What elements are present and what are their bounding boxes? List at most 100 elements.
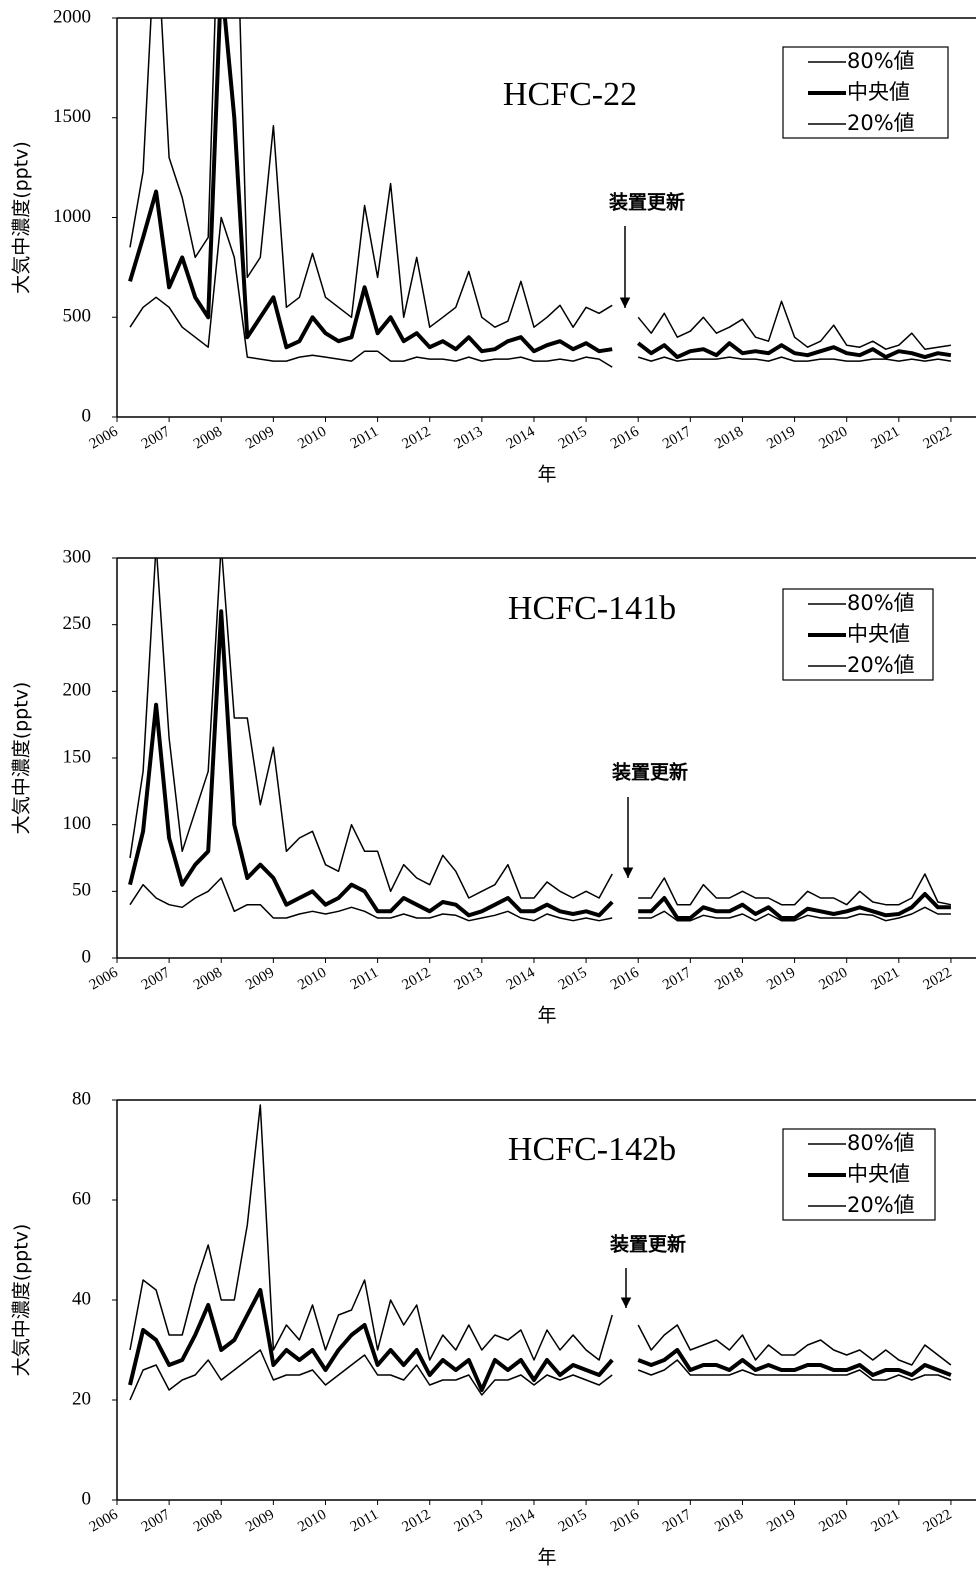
y-tick-label: 1500 [53, 106, 91, 127]
x-tick-label: 2013 [452, 424, 486, 453]
chart-title: HCFC-22 [503, 76, 637, 113]
y-tick-label: 80 [72, 1088, 91, 1109]
x-tick-label: 2006 [87, 964, 121, 993]
legend-label: 20%値 [847, 653, 915, 677]
legend-label: 中央値 [847, 622, 910, 646]
x-tick-label: 2020 [816, 965, 850, 994]
series-line [128, 609, 951, 920]
x-tick-label: 2021 [869, 424, 903, 453]
series-line [129, 1349, 952, 1401]
x-tick-label: 2008 [191, 1507, 225, 1536]
y-tick-label: 40 [72, 1288, 91, 1309]
x-tick-label: 2022 [921, 1507, 955, 1536]
x-tick-label: 2012 [399, 1507, 433, 1536]
y-axis-label: 大気中濃度(pptv) [11, 1224, 33, 1377]
y-axis-label: 大気中濃度(pptv) [11, 682, 33, 835]
x-tick-label: 2013 [452, 1507, 486, 1536]
x-tick-label: 2010 [295, 965, 329, 994]
y-tick-label: 1000 [53, 206, 91, 227]
x-tick-label: 2022 [921, 965, 955, 994]
x-tick-label: 2007 [139, 1506, 173, 1535]
chart-title: HCFC-141b [508, 590, 676, 627]
x-tick-label: 2018 [712, 424, 746, 453]
y-tick-label: 0 [82, 946, 92, 967]
series-line [129, 18, 952, 350]
legend-label: 中央値 [847, 80, 910, 104]
x-tick-label: 2011 [348, 424, 382, 453]
x-tick-label: 2011 [348, 965, 382, 994]
x-tick-label: 2008 [191, 965, 225, 994]
legend-label: 20%値 [847, 1193, 915, 1217]
plot [128, 1104, 952, 1401]
legend-label: 20%値 [847, 111, 915, 135]
x-tick-label: 2019 [764, 1507, 798, 1536]
chart: 0 500 1000 1500 2000 2006 2007 2008 2009 2010 2011… [11, 6, 976, 486]
y-tick-label: 100 [63, 813, 92, 834]
x-tick-label: 2009 [243, 965, 277, 994]
x-tick-label: 2020 [816, 1507, 850, 1536]
x-tick-label: 2009 [243, 424, 277, 453]
x-tick-label: 2014 [504, 964, 538, 993]
x-tick-label: 2014 [504, 1506, 538, 1535]
series-line [129, 216, 952, 368]
x-tick-label: 2013 [452, 965, 486, 994]
x-tick-label: 2014 [504, 423, 538, 452]
x-tick-label: 2011 [348, 1507, 382, 1536]
x-tick-label: 2016 [608, 964, 642, 993]
x-tick-label: 2010 [295, 424, 329, 453]
x-axis-label: 年 [537, 1547, 556, 1569]
x-tick-label: 2018 [712, 1507, 746, 1536]
annotation: 装置更新 [608, 191, 685, 214]
y-tick-label: 60 [72, 1188, 91, 1209]
series-line [129, 558, 952, 906]
x-tick-label: 2017 [660, 423, 694, 452]
x-tick-label: 2022 [921, 424, 955, 453]
x-tick-label: 2015 [556, 965, 590, 994]
x-tick-label: 2012 [399, 424, 433, 453]
x-tick-label: 2007 [139, 964, 173, 993]
x-axis-label: 年 [537, 464, 556, 486]
y-tick-label: 2000 [53, 6, 91, 27]
annotation: 装置更新 [611, 761, 688, 784]
x-tick-label: 2006 [87, 423, 121, 452]
x-tick-label: 2019 [764, 424, 798, 453]
x-axis-label: 年 [537, 1005, 556, 1027]
x-tick-label: 2019 [764, 965, 798, 994]
y-tick-label: 250 [63, 613, 92, 634]
y-tick-label: 0 [82, 1488, 92, 1509]
x-tick-label: 2018 [712, 965, 746, 994]
x-tick-label: 2010 [295, 1507, 329, 1536]
y-tick-label: 20 [72, 1388, 91, 1409]
series-line [128, 18, 952, 360]
y-axis-label: 大気中濃度(pptv) [11, 141, 33, 294]
x-tick-label: 2007 [139, 423, 173, 452]
legend-label: 中央値 [847, 1162, 910, 1186]
x-tick-label: 2006 [87, 1506, 121, 1535]
y-tick-label: 0 [82, 405, 92, 426]
y-tick-label: 150 [63, 746, 92, 767]
x-tick-label: 2016 [608, 423, 642, 452]
x-tick-label: 2017 [660, 1506, 694, 1535]
legend-label: 80%値 [847, 1131, 915, 1155]
series-line [129, 1104, 952, 1366]
series-line [129, 877, 951, 922]
chart-title: HCFC-142b [508, 1131, 676, 1168]
y-tick-label: 50 [72, 880, 91, 901]
x-tick-label: 2009 [243, 1507, 277, 1536]
x-tick-label: 2017 [660, 964, 694, 993]
x-tick-label: 2012 [399, 965, 433, 994]
series-line [128, 1288, 952, 1392]
x-tick-label: 2015 [556, 1507, 590, 1536]
x-tick-label: 2021 [869, 965, 903, 994]
chart: 0 20 40 60 80 2006 2007 2008 2009 2010 2011 2012 201… [11, 1088, 976, 1569]
x-tick-label: 2008 [191, 424, 225, 453]
y-tick-label: 500 [63, 306, 92, 327]
x-tick-label: 2016 [608, 1506, 642, 1535]
legend-label: 80%値 [847, 49, 915, 73]
chart: 0 50 100 150 200 250 300 2006 2007 2008 2009 2010 20… [11, 546, 976, 1027]
plot [128, 18, 952, 368]
